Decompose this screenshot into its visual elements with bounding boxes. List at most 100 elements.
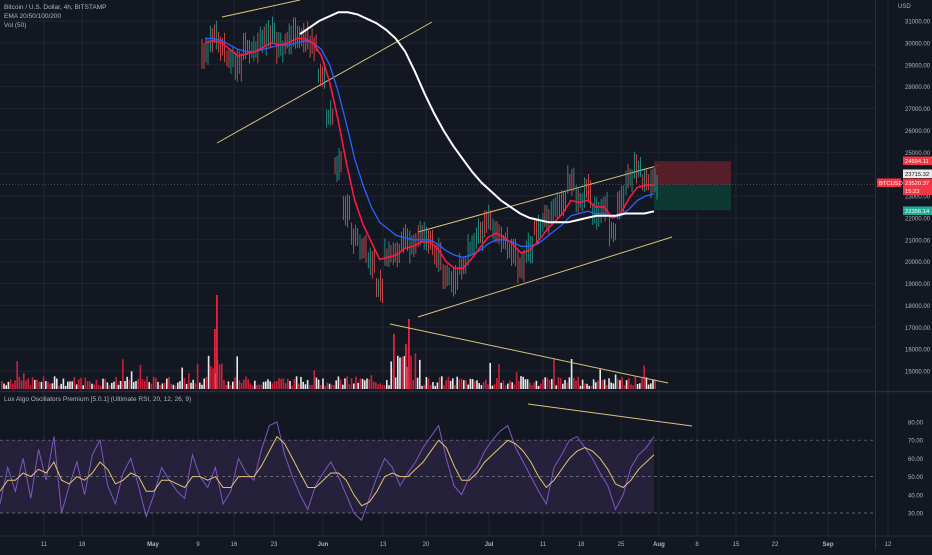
price-tag-label: 23520.37 [905, 181, 929, 187]
price-axis-label: 27000.00 [905, 107, 931, 113]
volume-bar [614, 374, 617, 389]
volume-bar [284, 383, 287, 389]
volume-bar [111, 382, 113, 389]
volume-bars [1, 295, 656, 389]
volume-legend[interactable]: Vol (50) [4, 22, 27, 29]
volume-bar [247, 379, 249, 389]
volume-bar [265, 381, 267, 389]
time-axis-label: May [147, 542, 159, 548]
volume-bar [647, 384, 650, 389]
volume-bar [130, 371, 133, 389]
volume-bar [570, 359, 573, 389]
volume-bar [346, 376, 348, 389]
volume-bar [210, 366, 212, 389]
volume-bar [172, 384, 175, 389]
volume-bar [139, 364, 142, 389]
volume-bar [469, 378, 472, 389]
volume-bar [73, 377, 76, 389]
volume-bar [555, 385, 557, 389]
volume-bar [148, 382, 150, 389]
volume-bar [20, 380, 23, 389]
volume-bar [520, 376, 522, 389]
volume-bar [577, 376, 579, 389]
volume-bar [390, 361, 392, 389]
oscillator-axis-label: 30.00 [908, 512, 924, 518]
volume-bar [386, 380, 388, 389]
volume-bar [535, 380, 538, 389]
volume-bar [632, 385, 634, 389]
volume-bar [370, 375, 373, 389]
volume-bar [315, 377, 318, 389]
volume-bar [201, 384, 203, 389]
price-axis-label: 16000.00 [905, 348, 931, 354]
volume-bar [511, 382, 513, 389]
volume-bar [95, 379, 98, 389]
oscillator-axis-label: 70.00 [908, 439, 924, 445]
volume-bar [476, 380, 478, 389]
volume-bar [344, 378, 346, 389]
price-tag-label: BTCUSD [879, 181, 903, 187]
volume-bar [227, 381, 230, 389]
volume-bar [427, 378, 430, 389]
symbol-legend[interactable]: Bitcoin / U.S. Dollar, 4h, BITSTAMP [4, 4, 107, 11]
volume-bar [183, 377, 186, 389]
volume-bar [75, 384, 78, 389]
oscillator-axis-label: 50.00 [908, 475, 924, 481]
volume-bar [331, 384, 333, 389]
volume-bar [592, 379, 595, 389]
volume-bar [192, 379, 194, 389]
time-axis-label: 15 [733, 542, 740, 548]
volume-bar [40, 381, 43, 389]
volume-bar [251, 385, 254, 389]
volume-bar [80, 377, 82, 389]
volume-bar [181, 367, 183, 389]
volume-bar [500, 382, 502, 389]
volume-bar [108, 385, 111, 389]
volume-bar [122, 359, 124, 389]
oscillator-legend[interactable]: Lux Algo Oscillators Premium [5.0.1] (Ul… [4, 396, 192, 403]
volume-bar [489, 362, 491, 389]
volume-bar [421, 385, 423, 389]
time-axis-label: 11 [41, 542, 48, 548]
volume-bar [355, 376, 357, 389]
volume-bar [218, 364, 221, 389]
volume-bar [236, 356, 238, 389]
volume-bar [304, 384, 307, 389]
short-position-target-zone [654, 184, 731, 211]
volume-bar [588, 385, 590, 389]
volume-bar [161, 383, 164, 389]
volume-bar [430, 384, 432, 389]
volume-bar [425, 376, 428, 389]
trend-line [417, 164, 661, 233]
volume-bar [5, 385, 7, 389]
volume-bar [188, 373, 190, 389]
time-axis-label: 16 [231, 542, 238, 548]
volume-bar [168, 376, 170, 389]
price-tag-bg [903, 206, 932, 215]
volume-bar [606, 384, 608, 389]
volume-bar [458, 379, 461, 389]
volume-bar [579, 385, 582, 389]
volume-bar [375, 382, 377, 389]
price-axis-label: 28000.00 [905, 85, 931, 91]
volume-bar [324, 385, 326, 389]
oscillator-rsi-line [0, 421, 655, 522]
volume-spike [214, 329, 216, 389]
volume-bar [300, 376, 302, 389]
volume-bar [67, 381, 69, 389]
volume-bar [625, 380, 628, 389]
volume-bar [513, 384, 516, 389]
volume-bar [23, 373, 25, 389]
volume-bar [348, 384, 351, 389]
volume-bar [595, 382, 597, 389]
volume-bar [82, 385, 84, 389]
volume-bar [522, 376, 524, 389]
volume-bar [199, 382, 201, 389]
volume-bar [102, 378, 104, 389]
volume-bar [42, 376, 45, 389]
volume-bar [397, 355, 399, 389]
ema-legend[interactable]: EMA 20/50/100/200 [4, 13, 62, 20]
volume-bar [443, 385, 445, 389]
